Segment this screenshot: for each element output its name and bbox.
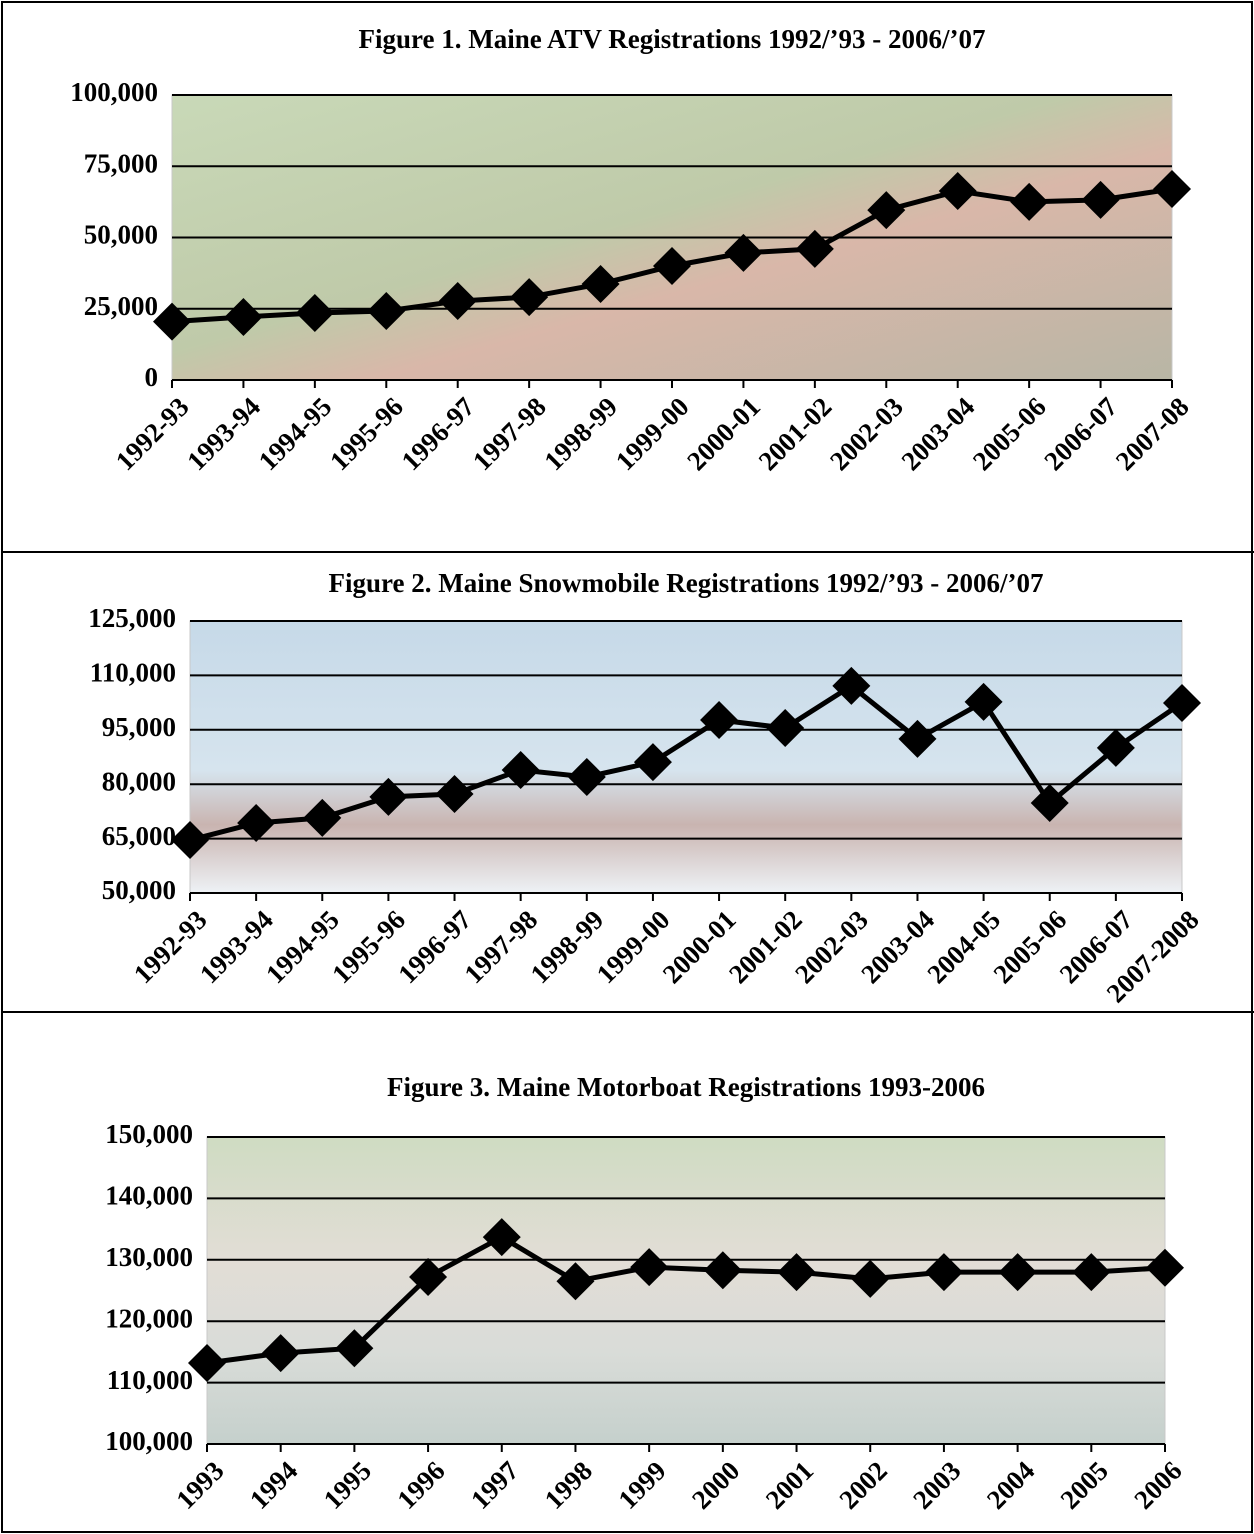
x-tick-label: 2002	[833, 1455, 892, 1514]
y-tick-label: 100,000	[105, 1426, 193, 1456]
x-tick-label: 1992-93	[128, 904, 213, 989]
plot-background	[190, 621, 1182, 893]
chart-page: Figure 1. Maine ATV Registrations 1992/’…	[0, 0, 1254, 1534]
chart-title: Figure 2. Maine Snowmobile Registrations…	[329, 568, 1044, 598]
x-tick-label: 2006-07	[1038, 391, 1123, 476]
x-tick-label: 2001-02	[753, 391, 838, 476]
x-tick-label: 1993-94	[181, 391, 266, 476]
y-tick-label: 140,000	[105, 1181, 193, 1211]
x-tick-label: 2003-04	[855, 904, 940, 989]
x-tick-label: 2004	[981, 1455, 1040, 1514]
x-tick-label: 1993-94	[194, 904, 279, 989]
x-tick-label: 1996-97	[395, 391, 480, 476]
x-tick-label: 2005	[1055, 1455, 1114, 1514]
y-tick-label: 110,000	[107, 1365, 193, 1395]
x-tick-label: 1995-96	[326, 904, 411, 989]
x-tick-label: 2006	[1128, 1455, 1187, 1514]
x-tick-label: 2003	[907, 1455, 966, 1514]
x-tick-label: 1993	[170, 1455, 229, 1514]
y-tick-label: 110,000	[90, 658, 176, 688]
x-tick-label: 1996-97	[392, 904, 477, 989]
x-tick-label: 1999	[612, 1455, 671, 1514]
x-tick-label: 1997-98	[467, 391, 552, 476]
x-tick-label: 2000	[686, 1455, 745, 1514]
x-tick-label: 2002-03	[789, 904, 874, 989]
y-tick-label: 80,000	[102, 766, 176, 796]
x-tick-label: 2001-02	[723, 904, 808, 989]
y-tick-label: 25,000	[84, 291, 158, 321]
y-tick-label: 130,000	[105, 1242, 193, 1272]
x-tick-label: 1997-98	[458, 904, 543, 989]
x-tick-label: 2005-06	[988, 904, 1073, 989]
y-tick-label: 150,000	[105, 1119, 193, 1149]
x-tick-label: 1999-00	[591, 904, 676, 989]
x-tick-label: 2002-03	[824, 391, 909, 476]
y-tick-label: 120,000	[105, 1303, 193, 1333]
y-tick-label: 50,000	[102, 875, 176, 905]
y-tick-label: 0	[145, 362, 159, 392]
x-tick-label: 1994	[244, 1455, 303, 1514]
x-tick-label: 2004-05	[921, 904, 1006, 989]
x-tick-label: 2007-08	[1110, 391, 1195, 476]
y-tick-label: 75,000	[84, 148, 158, 178]
y-tick-label: 65,000	[102, 821, 176, 851]
x-tick-label: 1994-95	[253, 391, 338, 476]
x-tick-label: 2001	[760, 1455, 819, 1514]
chart-title: Figure 3. Maine Motorboat Registrations …	[387, 1072, 985, 1102]
x-tick-label: 1996	[391, 1455, 450, 1514]
chart-title: Figure 1. Maine ATV Registrations 1992/’…	[359, 24, 986, 54]
x-tick-label: 2003-04	[895, 391, 980, 476]
x-tick-label: 2000-01	[681, 391, 766, 476]
x-tick-label: 1998-99	[525, 904, 610, 989]
x-tick-label: 1998	[539, 1455, 598, 1514]
y-tick-label: 100,000	[70, 77, 158, 107]
x-tick-label: 2005-06	[967, 391, 1052, 476]
x-tick-label: 1995-96	[324, 391, 409, 476]
plot-background	[207, 1137, 1165, 1444]
page: Figure 1. Maine ATV Registrations 1992/’…	[0, 0, 1254, 1534]
y-tick-label: 95,000	[102, 712, 176, 742]
y-tick-label: 125,000	[88, 603, 176, 633]
x-tick-label: 1999-00	[610, 391, 695, 476]
x-tick-label: 1992-93	[110, 391, 195, 476]
x-tick-label: 1998-99	[538, 391, 623, 476]
x-tick-label: 1994-95	[260, 904, 345, 989]
y-tick-label: 50,000	[84, 220, 158, 250]
x-tick-label: 2000-01	[657, 904, 742, 989]
x-tick-label: 1995	[318, 1455, 377, 1514]
x-tick-label: 1997	[465, 1455, 524, 1514]
